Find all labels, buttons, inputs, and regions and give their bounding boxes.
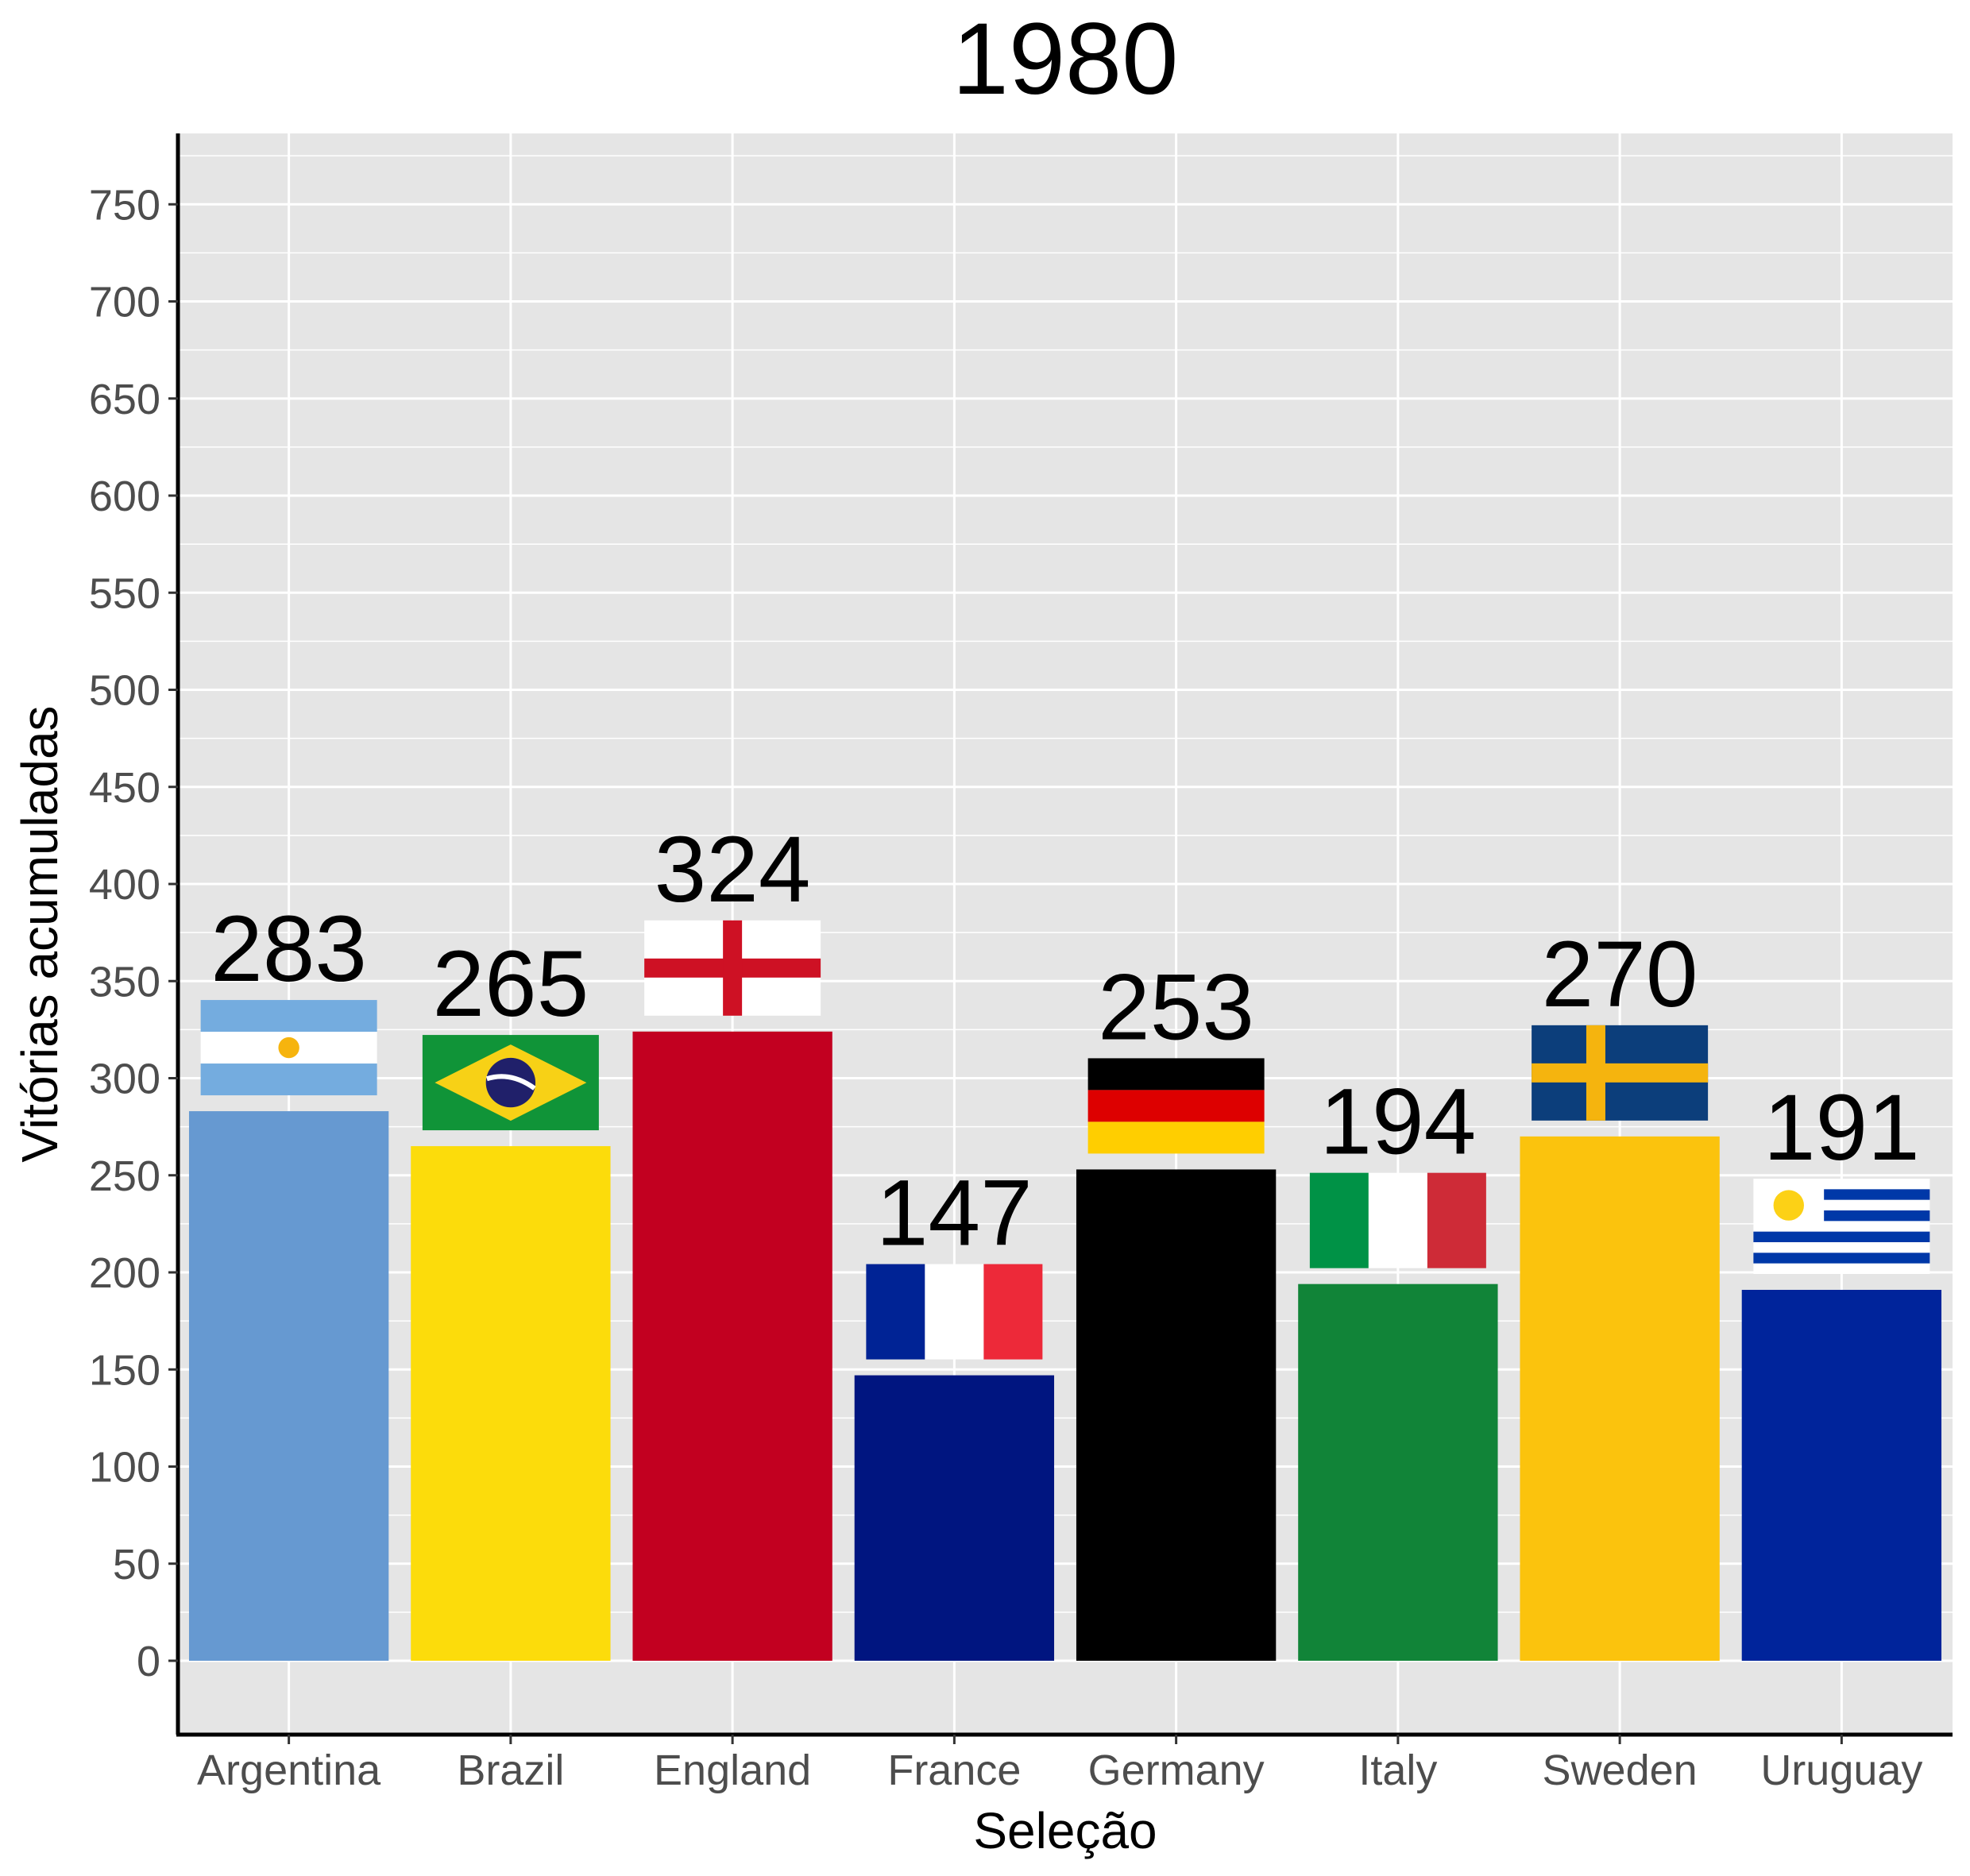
bar-argentina (188, 1111, 389, 1661)
flag-stripe (983, 1264, 1043, 1360)
y-tick-label: 350 (89, 958, 160, 1006)
y-tick-label: 500 (89, 667, 160, 715)
flag-band (485, 1074, 536, 1090)
y-tick-label: 300 (89, 1056, 160, 1103)
england-flag-icon (644, 920, 821, 1016)
x-ticks: Argentina Brazil England France Germany Italy… (197, 1735, 1922, 1794)
flag-globe (485, 1057, 536, 1108)
x-tick-label: England (654, 1747, 811, 1794)
x-axis-title: Seleção (973, 1802, 1157, 1859)
x-tick-label: Brazil (457, 1747, 564, 1794)
bar-value-label: 265 (432, 932, 589, 1036)
sun-of-may-icon (278, 1036, 299, 1059)
bar-value-label: 147 (876, 1161, 1033, 1266)
value-labels: 283 265 324 147 253 194 270 191 (211, 817, 1920, 1266)
x-tick-label: Germany (1088, 1747, 1265, 1794)
bars (188, 1031, 1942, 1661)
brazil-flag-icon (422, 1035, 599, 1131)
france-flag-icon (866, 1264, 1043, 1360)
y-tick-label: 700 (89, 279, 160, 326)
flag-stripe (866, 1264, 925, 1360)
flag-stripe (200, 1063, 377, 1096)
bar-value-label: 194 (1319, 1070, 1476, 1175)
bar-germany (1076, 1169, 1277, 1661)
bar-value-label: 270 (1542, 922, 1698, 1027)
flag-stripe (1309, 1172, 1369, 1268)
bar-brazil (411, 1146, 611, 1661)
x-tick-label: Sweden (1543, 1747, 1698, 1794)
y-tick-label: 50 (113, 1541, 160, 1588)
y-tick-label: 550 (89, 569, 160, 617)
flag-stripe (1824, 1189, 1930, 1200)
flag-cross-horizontal (1532, 1063, 1709, 1083)
chart-title: 1980 (952, 2, 1179, 116)
x-tick-label: Argentina (197, 1747, 381, 1794)
flag-stripe (1087, 1058, 1265, 1090)
bar-value-label: 191 (1763, 1075, 1920, 1180)
x-tick-label: Uruguay (1760, 1747, 1922, 1794)
x-tick-label: France (887, 1747, 1021, 1794)
italy-flag-icon (1309, 1172, 1486, 1268)
bar-england (632, 1031, 832, 1661)
flag-stripe (1087, 1090, 1265, 1122)
uruguay-flag-icon (1753, 1179, 1930, 1275)
flag-cross-vertical (1586, 1025, 1605, 1121)
y-tick-label: 750 (89, 181, 160, 229)
flags (200, 920, 1930, 1360)
bar-sweden (1520, 1136, 1720, 1661)
flag-stripe (1087, 1121, 1265, 1154)
y-tick-label: 650 (89, 376, 160, 423)
bar-france (854, 1375, 1055, 1661)
bar-value-label: 253 (1098, 955, 1254, 1060)
argentina-flag-icon (200, 1000, 377, 1096)
y-tick-label: 200 (89, 1249, 160, 1297)
y-axis-title: Vitórias acumuladas (11, 705, 68, 1162)
x-tick-label: Italy (1358, 1747, 1437, 1794)
bar-italy (1298, 1283, 1498, 1661)
germany-flag-icon (1087, 1058, 1265, 1154)
sun-of-may-icon (1773, 1190, 1804, 1221)
bar-value-label: 324 (655, 817, 811, 922)
y-tick-label: 450 (89, 764, 160, 812)
y-tick-label: 400 (89, 861, 160, 909)
y-tick-label: 150 (89, 1346, 160, 1394)
flag-stripe (200, 1000, 377, 1033)
bar-uruguay (1741, 1290, 1942, 1661)
flag-cross-vertical (723, 920, 743, 1016)
flag-stripe (1753, 1253, 1930, 1264)
flag-stripe (1368, 1172, 1427, 1268)
y-ticks: 0 50 100 150 200 250 300 350 400 450 500 550 600 650 7… (89, 181, 178, 1685)
sweden-flag-icon (1532, 1025, 1709, 1121)
flag-stripe (1427, 1172, 1486, 1268)
flag-stripe (925, 1264, 984, 1360)
y-tick-label: 600 (89, 473, 160, 520)
bar-value-label: 283 (211, 897, 367, 1002)
y-tick-label: 0 (137, 1638, 160, 1685)
flag-stripe (1824, 1210, 1930, 1222)
flag-stripe (1753, 1231, 1930, 1243)
y-tick-label: 100 (89, 1444, 160, 1492)
y-tick-label: 250 (89, 1152, 160, 1200)
